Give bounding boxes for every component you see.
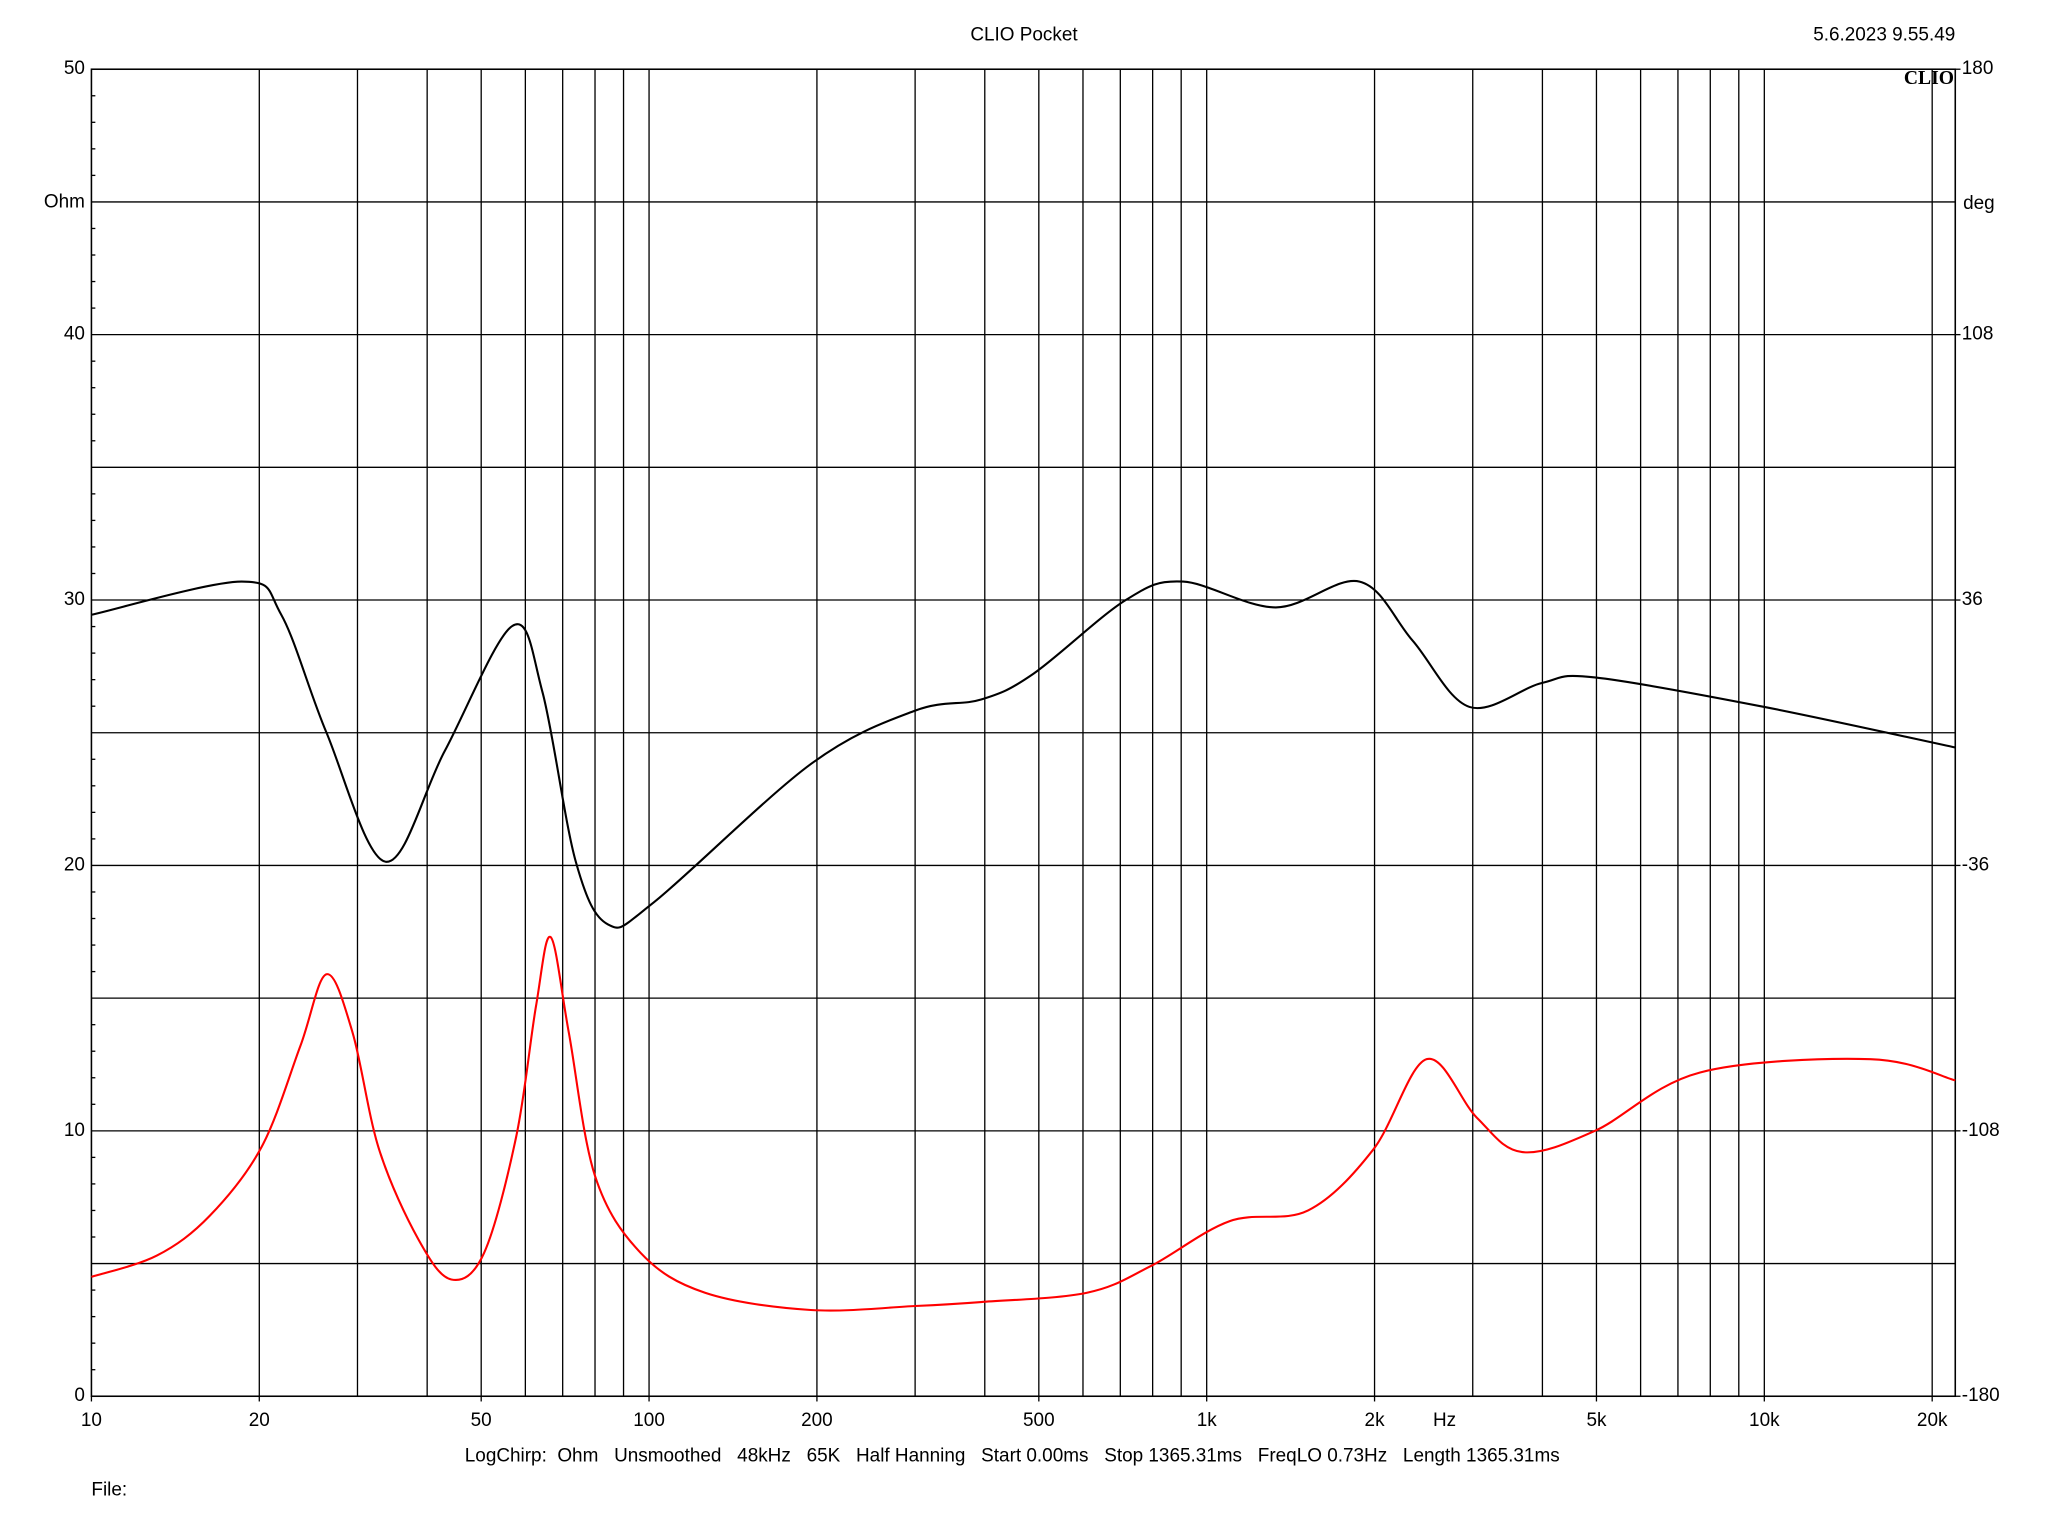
file-label: File:: [91, 1479, 127, 1500]
y2-axis-label: deg: [1963, 193, 1995, 214]
plot-frame: [90, 68, 1957, 1398]
y-tick-label: 20: [64, 854, 85, 875]
chart-title: CLIO Pocket: [970, 24, 1078, 45]
x-axis-label: Hz: [1433, 1410, 1456, 1431]
x-tick-label: 50: [471, 1410, 492, 1431]
y2-tick-label: -36: [1962, 854, 1989, 875]
y-tick-label: 30: [64, 589, 85, 610]
x-tick-label: 5k: [1586, 1410, 1607, 1431]
y2-tick-label: -180: [1962, 1385, 2000, 1406]
x-tick-label: 10k: [1749, 1410, 1780, 1431]
x-tick-label: 20: [249, 1410, 270, 1431]
y2-tick-label: 36: [1962, 589, 1983, 610]
y2-tick-label: -108: [1962, 1120, 2000, 1141]
x-tick-label: 2k: [1365, 1410, 1386, 1431]
y-axis-label: Ohm: [44, 191, 85, 212]
y-tick-label: 0: [74, 1385, 85, 1406]
timestamp: 5.6.2023 9.55.49: [1813, 24, 1955, 45]
y-tick-label: 10: [64, 1120, 85, 1141]
x-tick-label: 10: [81, 1410, 102, 1431]
y-tick-label: 40: [64, 324, 85, 345]
x-tick-label: 1k: [1197, 1410, 1218, 1431]
y2-tick-label: 108: [1962, 324, 1994, 345]
logo: CLIO: [1904, 68, 1954, 89]
settings-line: LogChirp: Ohm Unsmoothed 48kHz 65K Half …: [465, 1445, 1560, 1466]
x-tick-label: 100: [633, 1410, 665, 1431]
series-line: [91, 936, 1956, 1312]
y-tick-label: 50: [64, 58, 85, 79]
series-line: [91, 579, 1956, 929]
x-tick-label: 200: [801, 1410, 833, 1431]
x-tick-label: 500: [1023, 1410, 1055, 1431]
y2-tick-label: 180: [1962, 58, 1994, 79]
x-tick-label: 20k: [1917, 1410, 1948, 1431]
